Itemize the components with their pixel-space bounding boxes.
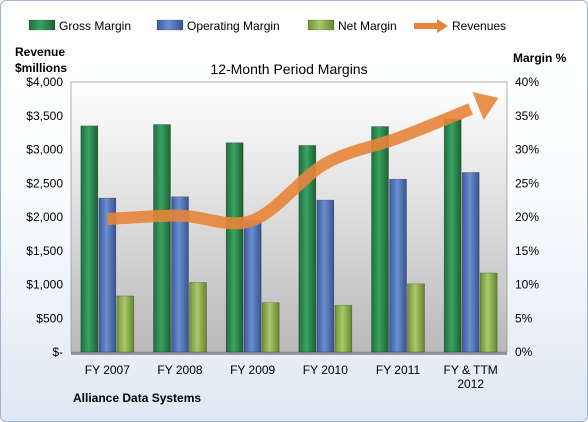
right-tick-label: 5%	[515, 311, 533, 325]
right-tick-label: 35%	[515, 109, 539, 123]
legend-label: Revenues	[452, 19, 506, 33]
left-tick-label: $2,000	[26, 210, 63, 224]
bar-net-margin	[116, 295, 135, 353]
right-tick-label: 10%	[515, 278, 539, 292]
revenue-line-arrowhead	[472, 92, 499, 120]
right-tick-label: 30%	[515, 143, 539, 157]
bar-gross-margin	[371, 126, 389, 353]
revenue-line	[107, 92, 499, 230]
left-tick-label: $3,000	[26, 143, 63, 157]
bar-operating-margin	[389, 178, 407, 353]
category-label: 2012	[457, 377, 484, 391]
legend: Gross Margin Operating Margin Net Margin Re…	[28, 19, 506, 33]
category-label: FY & TTM	[444, 363, 498, 377]
bar-operating-margin	[98, 197, 117, 353]
left-tick-label: $3,500	[26, 109, 63, 123]
right-axis-title: Margin %	[513, 51, 567, 65]
legend-swatch	[414, 23, 438, 29]
left-tick-label: $500	[36, 311, 63, 325]
category-label: FY 2010	[303, 363, 348, 377]
legend-arrowhead	[437, 19, 448, 33]
bar-operating-margin	[243, 220, 262, 353]
category-label: FY 2008	[157, 363, 202, 377]
bar-gross-margin	[443, 118, 462, 353]
right-tick-label: 20%	[515, 210, 539, 224]
bar-gross-margin	[80, 125, 99, 353]
left-tick-label: $2,500	[26, 176, 63, 190]
left-tick-label: $-	[52, 345, 63, 359]
category-label: FY 2011	[376, 363, 421, 377]
legend-swatch	[307, 19, 335, 31]
bar-net-margin	[189, 282, 207, 353]
left-tick-label: $1,000	[26, 278, 63, 292]
right-tick-label: 40%	[515, 75, 539, 89]
bars	[80, 118, 498, 353]
category-labels: FY 2007 FY 2008 FY 2009 FY 2010 FY 2011 FY & …	[85, 363, 498, 391]
bar-operating-margin	[461, 172, 480, 353]
bar-net-margin	[407, 283, 425, 353]
right-tick-label: 0%	[515, 345, 533, 359]
legend-label: Gross Margin	[59, 19, 131, 33]
bar-gross-margin	[298, 145, 317, 353]
legend-label: Operating Margin	[187, 19, 280, 33]
right-tick-label: 25%	[515, 176, 539, 190]
bar-net-margin	[479, 272, 498, 353]
left-tick-label: $1,500	[26, 244, 63, 258]
left-axis-ticks: $- $500 $1,000 $1,500 $2,000 $2,500 $3,000 $3,5…	[26, 75, 63, 359]
chart-title: 12-Month Period Margins	[210, 61, 367, 77]
left-axis-title-line1: Revenue	[15, 45, 65, 59]
bar-gross-margin	[225, 142, 244, 353]
company-label: Alliance Data Systems	[73, 391, 201, 405]
bar-operating-margin	[171, 196, 189, 353]
legend-swatch	[156, 19, 184, 31]
category-label: FY 2007	[85, 363, 130, 377]
right-tick-label: 15%	[515, 244, 539, 258]
bar-gross-margin	[153, 124, 171, 353]
left-axis-title-line2: $millions	[15, 61, 67, 75]
plot-floor	[71, 352, 507, 355]
bar-net-margin	[261, 302, 280, 353]
right-axis-ticks: 0% 5% 10% 15% 20% 25% 30% 35% 40%	[515, 75, 539, 359]
bar-operating-margin	[316, 199, 335, 353]
legend-swatch	[28, 19, 56, 31]
bar-net-margin	[334, 305, 353, 353]
left-tick-label: $4,000	[26, 75, 63, 89]
category-label: FY 2009	[230, 363, 275, 377]
revenue-line-path	[107, 103, 473, 230]
legend-label: Net Margin	[338, 19, 397, 33]
